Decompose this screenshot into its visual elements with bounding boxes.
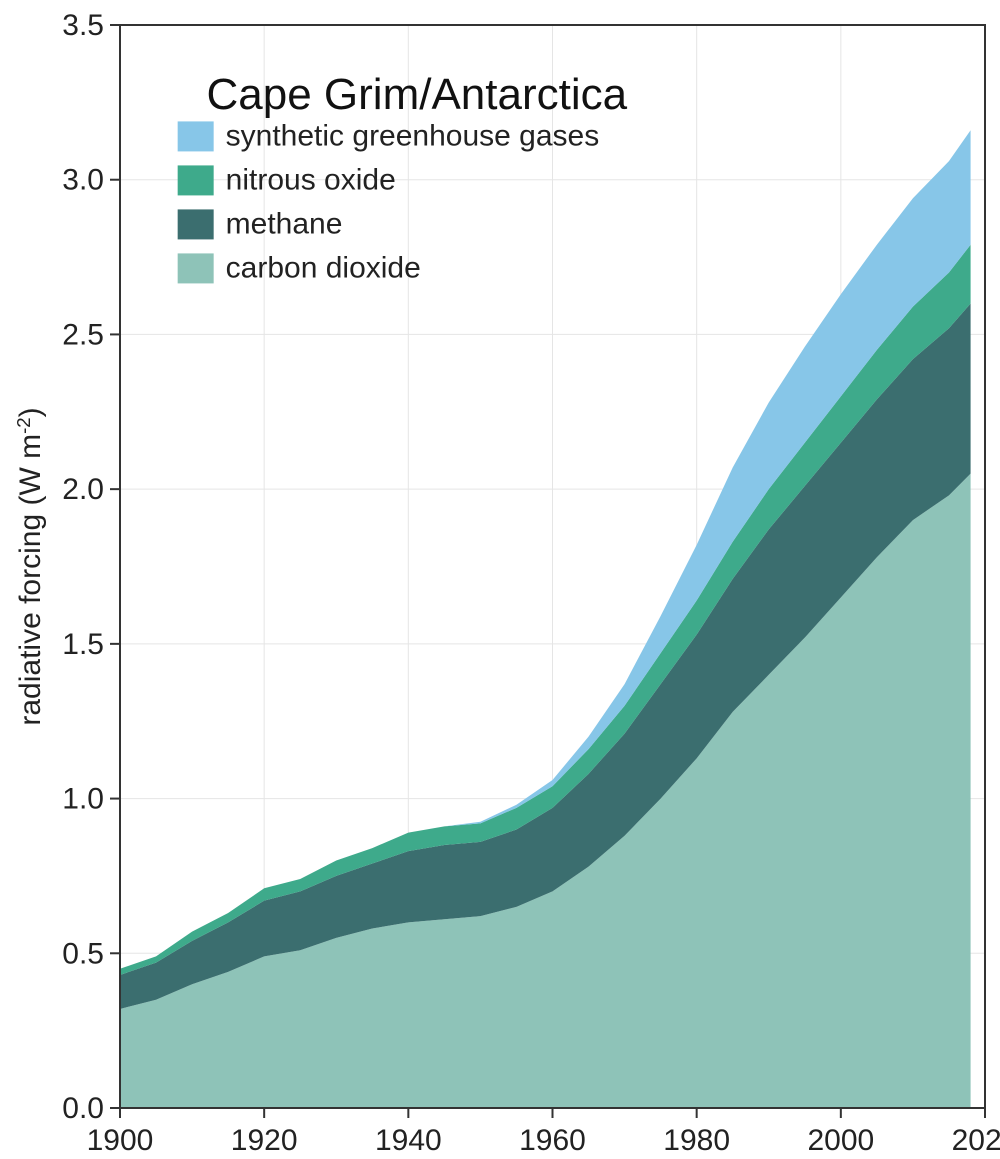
ytick-label: 2.0: [62, 473, 104, 506]
stacked-area-chart: 1900 1920 1940 1960 1980 2000 2020 0.0 0.5 1.0 1.5…: [0, 0, 1000, 1159]
legend-swatch-sgg: [178, 121, 214, 151]
xtick-label: 1940: [375, 1124, 442, 1157]
legend-label-co2: carbon dioxide: [226, 251, 421, 284]
chart-container: 1900 1920 1940 1960 1980 2000 2020 0.0 0.5 1.0 1.5…: [0, 0, 1000, 1159]
y-axis-label: radiative forcing (W m-2): [13, 407, 47, 725]
ytick-label: 1.5: [62, 628, 104, 661]
ytick-label: 0.5: [62, 937, 104, 970]
ytick-label: 0.0: [62, 1092, 104, 1125]
legend-swatch-n2o: [178, 165, 214, 195]
legend-label-ch4: methane: [226, 207, 343, 240]
legend-swatch-co2: [178, 253, 214, 283]
ytick-label: 2.5: [62, 318, 104, 351]
legend-swatch-ch4: [178, 209, 214, 239]
chart-title: Cape Grim/Antarctica: [207, 70, 628, 119]
xtick-label: 2020: [952, 1124, 1000, 1157]
xtick-label: 2000: [807, 1124, 874, 1157]
xtick-label: 1960: [519, 1124, 586, 1157]
ytick-label: 3.5: [62, 9, 104, 42]
ytick-label: 3.0: [62, 164, 104, 197]
ytick-label: 1.0: [62, 783, 104, 816]
xtick-label: 1900: [87, 1124, 154, 1157]
xtick-label: 1920: [231, 1124, 298, 1157]
legend-label-sgg: synthetic greenhouse gases: [226, 119, 600, 152]
legend-label-n2o: nitrous oxide: [226, 163, 396, 196]
xtick-label: 1980: [663, 1124, 730, 1157]
